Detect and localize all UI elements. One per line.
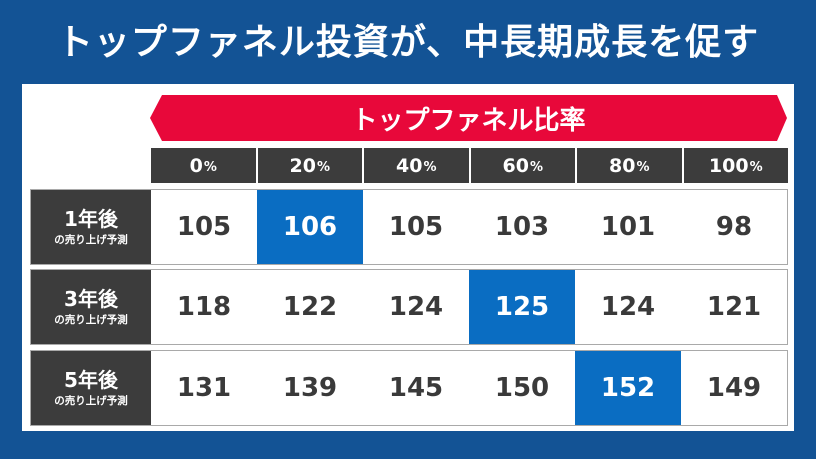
column-header: 80% <box>577 148 682 183</box>
table-cell: 105 <box>388 212 444 242</box>
column-header: 20% <box>257 148 362 183</box>
table-cell: 149 <box>706 373 762 403</box>
table-cell: 121 <box>706 292 762 322</box>
table-cell: 150 <box>494 373 550 403</box>
row-label-main: 5年後 <box>64 368 118 392</box>
table-cell: 105 <box>176 212 232 242</box>
column-header: 100% <box>683 148 788 183</box>
column-header-value: 80 <box>609 154 636 177</box>
table-cell-highlighted: 152 <box>575 351 681 425</box>
column-header-value: 20 <box>289 154 316 177</box>
column-header: 40% <box>364 148 469 183</box>
column-header-unit: % <box>423 160 437 175</box>
column-group-banner: トップファネル比率 <box>150 95 787 141</box>
column-headers: 0% 20% 40% 60% 80% 100% <box>151 148 788 183</box>
column-header-unit: % <box>636 160 650 175</box>
table-cell: 98 <box>715 212 753 242</box>
table-cell-highlighted: 125 <box>469 270 575 344</box>
row-label-main: 1年後 <box>64 207 118 231</box>
column-header: 0% <box>151 148 256 183</box>
row-label-sub: の売り上げ予測 <box>54 314 128 326</box>
column-header-unit: % <box>316 160 330 175</box>
table-cell: 124 <box>600 292 656 322</box>
table-row: 5年後 の売り上げ予測 131 139 145 150 152 149 <box>30 350 788 426</box>
column-header-value: 40 <box>396 154 423 177</box>
column-header-value: 100 <box>708 154 749 177</box>
row-label-sub: の売り上げ予測 <box>54 234 128 246</box>
table-cell: 124 <box>388 292 444 322</box>
row-label: 1年後 の売り上げ予測 <box>31 190 151 264</box>
row-label: 5年後 の売り上げ予測 <box>31 351 151 425</box>
table-cell-highlighted: 106 <box>257 190 363 264</box>
column-header: 60% <box>470 148 575 183</box>
table-cell: 122 <box>282 292 338 322</box>
table-row: 3年後 の売り上げ予測 118 122 124 125 124 121 <box>30 269 788 345</box>
table-cell: 131 <box>176 373 232 403</box>
table-cell: 103 <box>494 212 550 242</box>
column-header-unit: % <box>529 160 543 175</box>
table-cell: 139 <box>282 373 338 403</box>
row-label: 3年後 の売り上げ予測 <box>31 270 151 344</box>
page-title: トップファネル投資が、中長期成長を促す <box>56 22 760 63</box>
table-cell: 101 <box>600 212 656 242</box>
table-cell: 118 <box>176 292 232 322</box>
row-label-sub: の売り上げ予測 <box>54 395 128 407</box>
row-label-main: 3年後 <box>64 287 118 311</box>
column-header-value: 60 <box>502 154 529 177</box>
column-header-value: 0 <box>189 154 203 177</box>
column-header-unit: % <box>203 160 217 175</box>
table-cell: 145 <box>388 373 444 403</box>
column-header-unit: % <box>749 160 763 175</box>
banner-label: トップファネル比率 <box>351 105 586 136</box>
table-row: 1年後 の売り上げ予測 105 106 105 103 101 98 <box>30 189 788 265</box>
